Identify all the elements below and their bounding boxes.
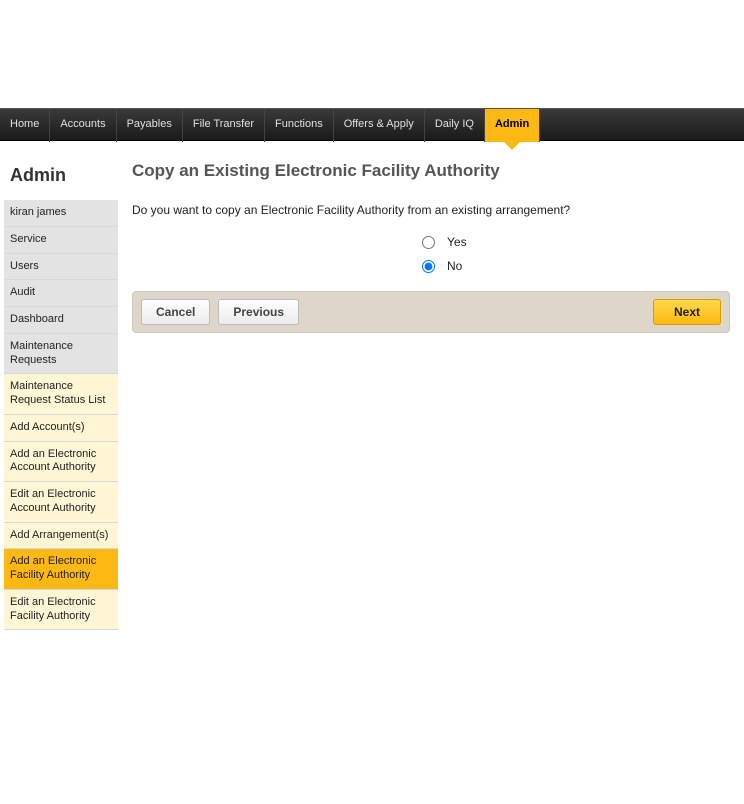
sidebar-item-edit-acct-auth[interactable]: Edit an Electronic Account Authority <box>4 482 118 523</box>
sidebar-item-users[interactable]: Users <box>4 254 118 281</box>
nav-accounts[interactable]: Accounts <box>50 109 116 142</box>
sidebar-item-add-arrangements[interactable]: Add Arrangement(s) <box>4 523 118 550</box>
radio-yes-label: Yes <box>447 235 467 249</box>
previous-button[interactable]: Previous <box>218 299 299 325</box>
sidebar-item-maint-req[interactable]: Maintenance Requests <box>4 334 118 375</box>
radio-no[interactable] <box>422 260 435 273</box>
nav-functions[interactable]: Functions <box>265 109 334 142</box>
option-yes-row: Yes <box>132 235 730 249</box>
nav-daily-iq[interactable]: Daily IQ <box>425 109 485 142</box>
sidebar-item-service[interactable]: Service <box>4 227 118 254</box>
top-nav: Home Accounts Payables File Transfer Fun… <box>0 108 744 141</box>
sidebar-item-maint-status[interactable]: Maintenance Request Status List <box>4 374 118 415</box>
main-content: Copy an Existing Electronic Facility Aut… <box>118 161 744 630</box>
page-body: Admin kiran james Service Users Audit Da… <box>0 141 744 630</box>
cancel-button[interactable]: Cancel <box>141 299 210 325</box>
radio-yes[interactable] <box>422 236 435 249</box>
sidebar-item-dashboard[interactable]: Dashboard <box>4 307 118 334</box>
nav-payables[interactable]: Payables <box>117 109 183 142</box>
nav-admin[interactable]: Admin <box>485 109 540 142</box>
action-bar: Cancel Previous Next <box>132 291 730 333</box>
radio-no-label: No <box>447 259 462 273</box>
sidebar-item-edit-fac-auth[interactable]: Edit an Electronic Facility Authority <box>4 590 118 631</box>
sidebar-item-user[interactable]: kiran james <box>4 200 118 227</box>
sidebar: Admin kiran james Service Users Audit Da… <box>4 161 118 630</box>
nav-home[interactable]: Home <box>0 109 50 142</box>
nav-file-transfer[interactable]: File Transfer <box>183 109 265 142</box>
option-no-row: No <box>132 259 730 273</box>
sidebar-item-add-acct-auth[interactable]: Add an Electronic Account Authority <box>4 442 118 483</box>
sidebar-item-add-fac-auth[interactable]: Add an Electronic Facility Authority <box>4 549 118 590</box>
question-text: Do you want to copy an Electronic Facili… <box>132 203 730 217</box>
page-title: Copy an Existing Electronic Facility Aut… <box>132 161 730 181</box>
sidebar-title: Admin <box>4 161 118 200</box>
next-button[interactable]: Next <box>653 299 721 325</box>
sidebar-item-add-accounts[interactable]: Add Account(s) <box>4 415 118 442</box>
nav-offers-apply[interactable]: Offers & Apply <box>334 109 425 142</box>
sidebar-item-audit[interactable]: Audit <box>4 280 118 307</box>
